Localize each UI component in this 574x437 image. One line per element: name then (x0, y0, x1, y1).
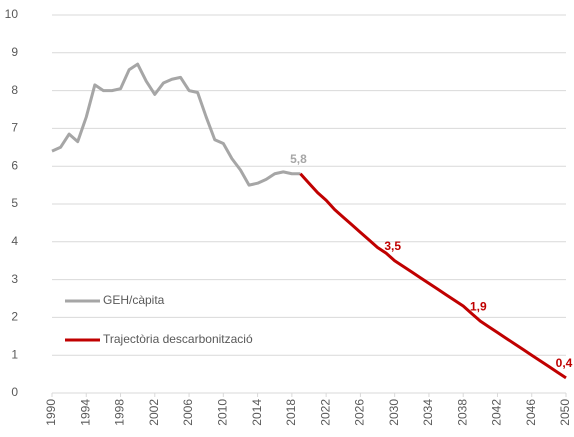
x-tick-label: 1994 (78, 399, 92, 426)
y-tick-label: 5 (11, 196, 18, 210)
x-tick-label: 2026 (353, 399, 367, 426)
data-label: 0,4 (556, 356, 573, 370)
x-tick-label: 2022 (318, 399, 332, 426)
legend-label: GEH/càpita (103, 293, 165, 307)
y-tick-label: 6 (11, 158, 18, 172)
y-tick-label: 9 (11, 45, 18, 59)
x-tick-label: 2010 (216, 399, 230, 426)
y-tick-label: 2 (11, 310, 18, 324)
x-tick-label: 2034 (421, 399, 435, 426)
x-tick-label: 2006 (181, 399, 195, 426)
x-tick-label: 2014 (250, 399, 264, 426)
series-line (299, 172, 567, 380)
y-tick-label: 8 (11, 83, 18, 97)
x-tick-label: 1990 (44, 399, 58, 426)
x-tick-label: 2018 (284, 399, 298, 426)
series-line (51, 62, 301, 187)
y-tick-label: 1 (11, 347, 18, 361)
data-label: 5,8 (290, 152, 307, 166)
y-tick-label: 3 (11, 272, 18, 286)
legend-label: Trajectòria descarbonització (103, 332, 253, 346)
x-tick-label: 2042 (490, 399, 504, 426)
data-label: 1,9 (470, 299, 487, 313)
y-tick-label: 10 (5, 7, 19, 21)
x-tick-label: 1998 (113, 399, 127, 426)
y-tick-label: 4 (11, 234, 18, 248)
x-tick-label: 2038 (455, 399, 469, 426)
x-tick-label: 2030 (387, 399, 401, 426)
x-tick-label: 2002 (147, 399, 161, 426)
x-tick-label: 2046 (524, 399, 538, 426)
y-tick-label: 0 (11, 385, 18, 399)
y-tick-label: 7 (11, 121, 18, 135)
data-label: 3,5 (384, 239, 401, 253)
x-tick-label: 2050 (558, 399, 572, 426)
